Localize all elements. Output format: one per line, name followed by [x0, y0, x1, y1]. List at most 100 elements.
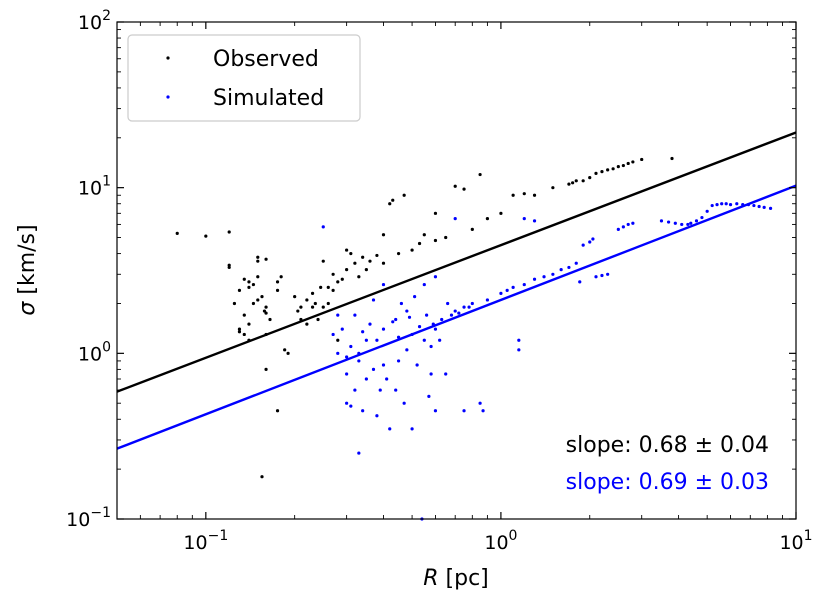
point-simulated: [741, 203, 745, 207]
point-simulated: [517, 338, 521, 342]
point-observed: [256, 275, 260, 279]
y-tick-exp: 2: [102, 8, 111, 24]
point-simulated: [429, 372, 433, 376]
point-observed: [670, 156, 674, 161]
point-simulated: [505, 288, 509, 292]
point-simulated: [735, 202, 739, 206]
point-observed: [336, 338, 340, 342]
point-simulated: [715, 203, 719, 207]
point-observed: [310, 305, 315, 309]
point-simulated: [522, 282, 526, 287]
point-simulated: [532, 219, 537, 223]
point-observed: [256, 298, 260, 302]
y-tick-base: 10: [78, 178, 102, 200]
point-observed: [410, 248, 414, 252]
point-observed: [353, 261, 357, 265]
point-simulated: [594, 275, 598, 279]
point-simulated: [381, 363, 386, 367]
point-observed: [305, 322, 309, 326]
point-observed: [621, 163, 625, 168]
point-simulated: [752, 203, 756, 208]
point-simulated: [574, 261, 578, 265]
point-observed: [349, 251, 353, 256]
point-simulated: [567, 265, 571, 270]
x-axis-symbol: R: [423, 566, 438, 591]
point-observed: [321, 259, 325, 263]
x-tick-exp: 0: [509, 528, 518, 544]
point-simulated: [417, 325, 422, 329]
point-observed: [326, 285, 330, 290]
point-simulated: [340, 327, 344, 331]
point-observed: [264, 367, 268, 371]
point-simulated: [394, 388, 398, 392]
point-simulated: [378, 388, 382, 392]
point-simulated: [621, 225, 625, 229]
point-simulated: [542, 275, 546, 279]
point-observed: [296, 309, 300, 313]
legend-box: [127, 34, 361, 122]
point-simulated: [413, 295, 417, 299]
point-simulated: [410, 427, 414, 431]
point-observed: [574, 179, 578, 183]
point-simulated: [429, 344, 433, 349]
legend-label-simulated: Simulated: [213, 86, 324, 111]
point-simulated: [470, 301, 474, 306]
point-simulated: [394, 317, 398, 322]
point-simulated: [357, 359, 361, 363]
x-tick-base: 10: [484, 532, 508, 554]
point-observed: [275, 280, 280, 284]
point-simulated: [349, 404, 353, 408]
point-simulated: [616, 227, 620, 231]
y-tick-label-4: 102: [78, 8, 111, 34]
y-tick-exp: 1: [102, 174, 111, 190]
legend: Observed Simulated: [127, 34, 361, 122]
point-observed: [256, 255, 260, 259]
legend-label-observed: Observed: [213, 47, 319, 72]
point-simulated: [559, 268, 563, 272]
point-simulated: [336, 351, 340, 355]
point-observed: [433, 211, 438, 215]
point-observed: [256, 259, 260, 263]
fit-line-observed: [116, 131, 797, 393]
point-simulated: [364, 377, 368, 381]
point-observed: [242, 313, 246, 317]
point-observed: [247, 280, 251, 284]
point-simulated: [449, 313, 454, 317]
plot-area: [116, 131, 797, 521]
point-simulated: [686, 222, 690, 227]
point-simulated: [457, 311, 461, 315]
point-observed: [499, 211, 503, 215]
y-tick-base: 10: [66, 509, 90, 531]
slope-annotation-observed: slope: 0.68 ± 0.04: [566, 433, 769, 458]
point-simulated: [757, 204, 761, 209]
point-observed: [305, 298, 309, 302]
point-simulated: [440, 317, 444, 322]
fit-line-simulated: [116, 184, 797, 450]
point-simulated: [375, 414, 379, 418]
point-observed: [391, 198, 395, 202]
point-simulated: [680, 222, 684, 227]
point-observed: [204, 234, 208, 238]
point-simulated: [689, 221, 693, 225]
point-simulated: [357, 451, 361, 455]
y-tick-base: 10: [78, 343, 102, 365]
point-observed: [433, 238, 438, 243]
point-observed: [368, 259, 372, 263]
point-observed: [242, 332, 246, 337]
point-observed: [396, 251, 401, 256]
y-tick-label-2: 100: [78, 339, 111, 365]
point-observed: [251, 301, 256, 306]
point-simulated: [467, 305, 471, 309]
point-simulated: [353, 388, 357, 392]
point-simulated: [462, 305, 466, 309]
point-observed: [264, 305, 268, 309]
point-observed: [453, 184, 457, 188]
point-observed: [237, 327, 242, 331]
point-simulated: [517, 348, 521, 352]
point-observed: [275, 409, 280, 413]
point-observed: [594, 171, 598, 175]
point-simulated: [399, 301, 403, 306]
point-observed: [279, 275, 283, 279]
y-axis-unit: [km/s]: [15, 224, 40, 301]
